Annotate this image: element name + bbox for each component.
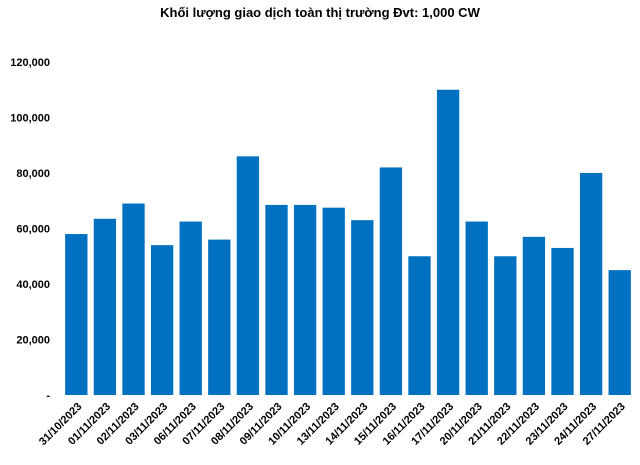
chart-title: Khối lượng giao dịch toàn thị trường Đvt… [160,5,480,20]
bar [293,204,317,395]
bar [265,204,288,395]
bar [408,256,431,395]
y-tick-label: 80,000 [16,168,50,180]
bar [122,203,145,395]
bar [608,270,631,396]
bar [379,167,403,395]
bars [65,89,631,396]
bar [179,221,202,395]
bar [551,247,574,395]
bar [436,89,460,395]
bar [236,156,260,395]
y-tick-label: - [46,390,50,402]
y-tick-label: 60,000 [16,224,50,236]
bar [494,256,517,395]
bar [522,236,546,395]
y-tick-label: 120,000 [10,57,50,69]
bar [150,245,174,395]
bar [208,239,231,395]
bar [465,221,488,395]
y-tick-label: 100,000 [10,113,50,125]
y-axis: - 20,000 40,000 60,000 80,000 100,000 120,000 [10,57,50,402]
y-tick-label: 40,000 [16,279,50,291]
bar [579,173,603,395]
bar [351,220,374,395]
y-tick-label: 20,000 [16,335,50,347]
bar [65,234,88,395]
bar [322,207,345,395]
x-axis: 31/10/202301/11/202302/11/202303/11/2023… [37,401,628,448]
bar [93,218,117,395]
